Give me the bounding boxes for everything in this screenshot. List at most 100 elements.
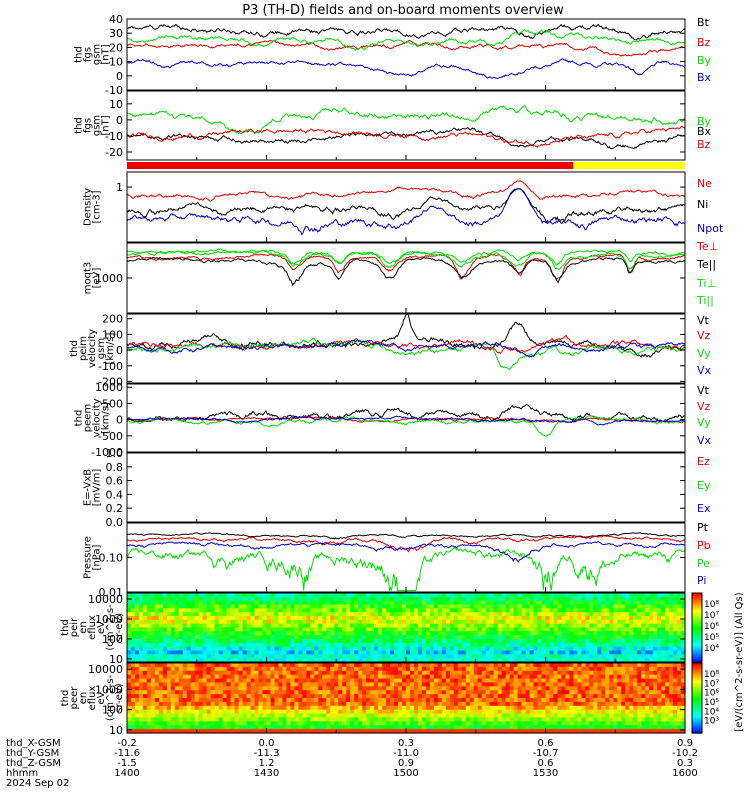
heatmap-cell xyxy=(441,650,447,655)
series-line-Pt xyxy=(126,532,686,540)
heatmap-cell xyxy=(274,694,280,699)
heatmap-cell xyxy=(633,631,638,636)
heatmap-cell xyxy=(609,623,614,629)
heatmap-cell xyxy=(421,725,427,730)
heatmap-cell xyxy=(326,678,331,684)
heatmap-cell xyxy=(625,666,630,672)
heatmap-cell xyxy=(286,608,291,613)
heatmap-cell xyxy=(370,690,375,695)
heatmap-cell xyxy=(653,596,658,602)
heatmap-cell xyxy=(174,604,180,609)
heatmap-cell xyxy=(561,616,566,621)
heatmap-cell xyxy=(350,593,355,598)
heatmap-cell xyxy=(457,721,463,726)
heatmap-cell xyxy=(545,713,551,719)
heatmap-cell xyxy=(214,682,220,687)
heatmap-cell xyxy=(577,666,582,672)
heatmap-cell xyxy=(302,596,307,602)
heatmap-cell xyxy=(529,682,535,687)
heatmap-cell xyxy=(146,686,152,691)
heatmap-cell xyxy=(366,694,371,699)
heatmap-cell xyxy=(529,690,535,695)
heatmap-cell xyxy=(653,646,658,652)
heatmap-cell xyxy=(186,725,192,730)
heatmap-cell xyxy=(194,635,200,640)
heatmap-cell xyxy=(545,666,551,672)
heatmap-cell xyxy=(537,729,543,734)
heatmap-cell xyxy=(414,701,419,707)
heatmap-cell xyxy=(473,596,479,602)
heatmap-cell xyxy=(609,616,614,621)
heatmap-cell xyxy=(465,721,471,726)
heatmap-cell xyxy=(481,646,487,652)
heatmap-cell xyxy=(254,717,260,722)
heatmap-cell xyxy=(342,604,347,609)
heatmap-cell xyxy=(146,670,152,676)
heatmap-cell xyxy=(541,650,547,655)
heatmap-cell xyxy=(593,650,598,655)
heatmap-cell xyxy=(302,631,307,636)
heatmap-cell xyxy=(441,674,447,680)
heatmap-cell xyxy=(334,616,339,621)
heatmap-cell xyxy=(641,600,646,606)
heatmap-cell xyxy=(425,670,431,676)
heatmap-cell xyxy=(226,631,232,636)
heatmap-cell xyxy=(410,694,415,699)
heatmap-cell xyxy=(465,616,471,621)
heatmap-cell xyxy=(131,596,136,602)
heatmap-cell xyxy=(150,619,156,625)
heatmap-cell xyxy=(477,627,483,632)
heatmap-cell xyxy=(162,666,168,672)
heatmap-cell xyxy=(226,612,232,617)
heatmap-cell xyxy=(230,619,236,625)
heatmap-cell xyxy=(513,674,519,680)
heatmap-cell xyxy=(529,639,535,644)
heatmap-cell xyxy=(310,717,315,722)
heatmap-cell xyxy=(529,593,535,598)
heatmap-cell xyxy=(146,694,152,699)
heatmap-cell xyxy=(370,709,375,715)
heatmap-cell xyxy=(135,600,140,606)
heatmap-cell xyxy=(489,729,495,734)
heatmap-cell xyxy=(174,593,180,598)
heatmap-cell xyxy=(605,666,610,672)
heatmap-cell xyxy=(270,713,276,719)
heatmap-cell xyxy=(461,678,467,684)
heatmap-cell xyxy=(449,616,455,621)
heatmap-cell xyxy=(437,596,443,602)
heatmap-cell xyxy=(270,631,276,636)
heatmap-cell xyxy=(342,642,347,648)
heatmap-cell xyxy=(577,690,582,695)
heatmap-cell xyxy=(250,608,256,613)
heatmap-cell xyxy=(390,642,395,648)
heatmap-cell xyxy=(190,709,196,715)
heatmap-cell xyxy=(633,619,638,625)
heatmap-cell xyxy=(489,701,495,707)
heatmap-cell xyxy=(457,635,463,640)
heatmap-cell xyxy=(589,619,594,625)
heatmap-cell xyxy=(669,604,674,609)
heatmap-cell xyxy=(270,654,276,659)
heatmap-cell xyxy=(139,682,144,687)
heatmap-cell xyxy=(158,686,164,691)
heatmap-cell xyxy=(414,604,419,609)
heatmap-cell xyxy=(489,627,495,632)
heatmap-cell xyxy=(338,654,343,659)
heatmap-cell xyxy=(135,729,140,734)
heatmap-cell xyxy=(425,604,431,609)
heatmap-cell xyxy=(174,686,180,691)
heatmap-cell xyxy=(298,663,303,668)
heatmap-cell xyxy=(310,596,315,602)
heatmap-cell xyxy=(553,694,559,699)
heatmap-cell xyxy=(489,596,495,602)
heatmap-cell xyxy=(310,593,315,598)
heatmap-cell xyxy=(473,623,479,629)
heatmap-cell xyxy=(433,678,439,684)
heatmap-cell xyxy=(469,686,475,691)
heatmap-cell xyxy=(517,600,523,606)
heatmap-cell xyxy=(302,713,307,719)
heatmap-cell xyxy=(162,646,168,652)
heatmap-cell xyxy=(589,646,594,652)
heatmap-cell xyxy=(306,646,311,652)
heatmap-cell xyxy=(581,666,586,672)
